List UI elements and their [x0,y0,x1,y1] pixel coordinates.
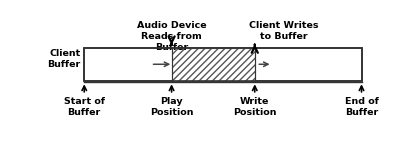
Bar [84,48,362,81]
Text: Start of
Buffer: Start of Buffer [64,97,105,117]
Text: Client
Buffer: Client Buffer [47,49,80,69]
Text: Audio Device
Reads from
Buffer: Audio Device Reads from Buffer [137,21,206,52]
Text: Play
Position: Play Position [150,97,193,117]
Bar [171,48,255,81]
Bar [84,48,362,81]
Text: Client Writes
to Buffer: Client Writes to Buffer [249,21,319,41]
Text: End of
Buffer: End of Buffer [344,97,379,117]
Text: Write
Position: Write Position [233,97,277,117]
